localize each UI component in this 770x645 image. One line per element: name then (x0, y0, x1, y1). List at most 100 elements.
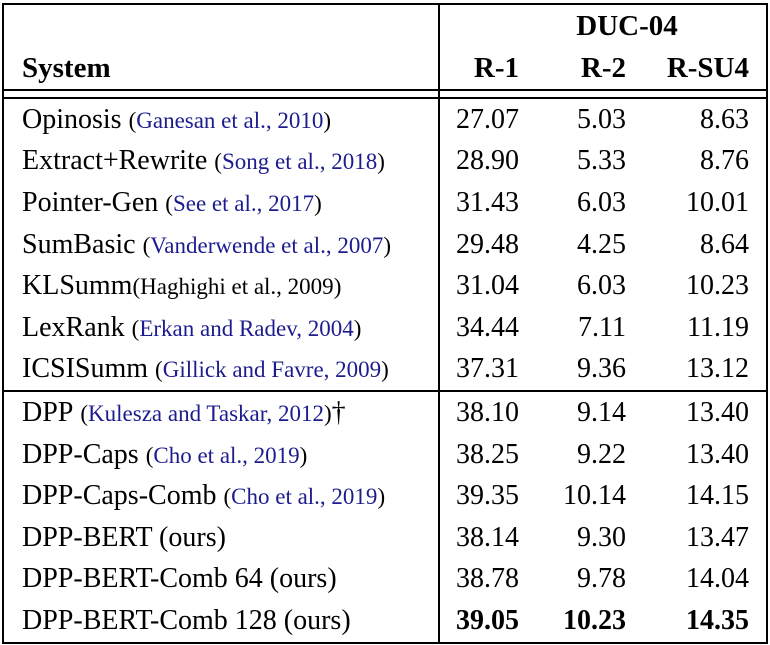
system-cell: DPPKulesza and Taskar, 2012† (3, 390, 439, 434)
system-cell: ICSISummGillick and Favre, 2009 (3, 349, 439, 392)
column-header-system: System (22, 51, 111, 84)
system-cell: SumBasic Vanderwende et al., 2007 (3, 224, 439, 266)
citation-link[interactable]: Cho et al., 2019 (146, 443, 308, 468)
r1-value: 29.48 (438, 223, 530, 266)
rsu4-value: 13.12 (686, 353, 749, 385)
system-name: KLSumm (22, 270, 133, 302)
system-name: DPP-BERT-Comb 128 (ours) (22, 604, 351, 636)
r2-value: 9.30 (577, 521, 626, 553)
r2-value: 9.36 (577, 353, 626, 385)
table-row-dpp-bert-comb-64: DPP-BERT-Comb 64 (ours) 38.78 9.78 14.04 (3, 558, 767, 601)
column-header-r1: R-1 (438, 47, 530, 90)
rsu4-value: 13.40 (686, 438, 749, 470)
citation-link[interactable]: Song et al., 2018 (214, 149, 385, 174)
r2-value: 7.11 (578, 311, 626, 343)
rsu4-value: 8.63 (700, 103, 749, 135)
rsu4-value: 10.01 (686, 186, 749, 218)
system-name: DPP-Caps-Comb (22, 480, 217, 512)
r2-value: 9.78 (577, 563, 626, 595)
table-row-dpp: DPPKulesza and Taskar, 2012† 38.10 9.14 … (3, 390, 767, 434)
table-row-opinosis: OpinosisGanesan et al., 2010 27.07 5.03 … (3, 98, 767, 141)
table-row-dpp-bert-comb-128: DPP-BERT-Comb 128 (ours) 39.05 10.23 14.… (3, 600, 767, 643)
r2-value: 4.25 (577, 228, 626, 260)
r1-value: 38.10 (438, 390, 530, 434)
r1-value: 34.44 (438, 306, 530, 349)
table-body: OpinosisGanesan et al., 2010 27.07 5.03 … (3, 98, 767, 643)
system-cell: DPP-BERT-Comb 64 (ours) (3, 559, 439, 601)
rsu4-value: 8.64 (700, 228, 749, 260)
dagger-mark: † (331, 396, 346, 428)
double-rule (3, 89, 767, 99)
r1-value: 31.04 (438, 265, 530, 307)
r2-value: 9.22 (577, 438, 626, 470)
system-name: ICSISumm (22, 353, 149, 385)
citation-link[interactable]: Vanderwende et al., 2007 (143, 233, 391, 258)
system-cell: DPP-BERT-Comb 128 (ours) (3, 600, 439, 643)
system-cell: DPP-Caps Cho et al., 2019 (3, 434, 439, 476)
rsu4-value: 13.47 (686, 521, 749, 553)
citation-plain: Haghighi et al., 2009 (132, 274, 341, 299)
citation-link[interactable]: Kulesza and Taskar, 2012 (80, 401, 331, 426)
table-row-dpp-caps: DPP-Caps Cho et al., 2019 38.25 9.22 13.4… (3, 433, 767, 476)
r1-value: 28.90 (438, 140, 530, 183)
header-spacer (3, 4, 439, 47)
r2-value: 6.03 (577, 270, 626, 302)
rsu4-value: 11.19 (687, 311, 749, 343)
system-name: DPP-BERT (ours) (22, 521, 226, 553)
r1-value: 38.78 (438, 558, 530, 601)
citation-link[interactable]: Cho et al., 2019 (223, 484, 385, 509)
column-header-r2: R-2 (580, 51, 626, 84)
r2-value: 5.03 (577, 103, 626, 135)
table-row-klsumm: KLSummHaghighi et al., 2009 31.04 6.03 1… (3, 265, 767, 307)
system-cell: Pointer-GenSee et al., 2017 (3, 182, 439, 224)
r2-value: 10.23 (563, 604, 626, 636)
citation-link[interactable]: See et al., 2017 (165, 191, 322, 216)
system-name: Opinosis (22, 103, 122, 135)
results-table: DUC-04 System R-1 R-2 R-SU4 Opinosis Gane… (2, 3, 768, 644)
table-row-icsisumm: ICSISummGillick and Favre, 2009 37.31 9.… (3, 348, 767, 392)
system-name: Pointer-Gen (22, 186, 159, 218)
r1-value: 39.35 (438, 475, 530, 517)
r1-value: 38.14 (438, 516, 530, 559)
r1-value: 31.43 (438, 182, 530, 224)
rsu4-value: 14.04 (686, 563, 749, 595)
r1-value: 38.25 (438, 433, 530, 476)
rsu4-value: 8.76 (700, 145, 749, 177)
table-header: DUC-04 System R-1 R-2 R-SU4 (3, 4, 767, 99)
system-name: DPP-BERT-Comb 64 (ours) (22, 563, 337, 595)
table-row-extract-rewrite: Extract+RewriteSong et al., 2018 28.90 5… (3, 140, 767, 183)
column-header-rsu4: R-SU4 (666, 51, 749, 84)
r1-value: 27.07 (438, 98, 530, 141)
rsu4-value: 14.15 (686, 480, 749, 512)
system-cell: LexRank Erkan and Radev, 2004 (3, 307, 439, 349)
system-name: DPP-Caps (22, 438, 139, 470)
system-cell: DPP-Caps-CombCho et al., 2019 (3, 475, 439, 517)
rsu4-value: 10.23 (686, 270, 749, 302)
system-name: SumBasic (22, 228, 136, 260)
system-name: DPP (22, 396, 74, 428)
table-row-dpp-caps-comb: DPP-Caps-CombCho et al., 2019 39.35 10.1… (3, 475, 767, 517)
r2-value: 5.33 (577, 145, 626, 177)
table-row-dpp-bert: DPP-BERT (ours) 38.14 9.30 13.47 (3, 516, 767, 559)
r2-value: 9.14 (530, 390, 635, 434)
citation-link[interactable]: Ganesan et al., 2010 (129, 108, 331, 133)
rsu4-value: 13.40 (635, 390, 767, 434)
dataset-header-row: DUC-04 (3, 4, 767, 47)
system-cell: DPP-BERT (ours) (3, 517, 439, 559)
rsu4-value: 14.35 (686, 604, 749, 636)
dataset-name-header: DUC-04 (438, 4, 767, 47)
r1-value: 39.05 (438, 600, 530, 643)
system-cell: Opinosis Ganesan et al., 2010 (3, 98, 439, 141)
r1-value: 37.31 (438, 348, 530, 392)
citation-link[interactable]: Gillick and Favre, 2009 (155, 357, 389, 382)
table-row-lexrank: LexRankErkan and Radev, 2004 34.44 7.11 … (3, 306, 767, 349)
table-row-pointer-gen: Pointer-GenSee et al., 2017 31.43 6.03 1… (3, 182, 767, 224)
column-header-row: System R-1 R-2 R-SU4 (3, 47, 767, 90)
citation-link[interactable]: Erkan and Radev, 2004 (132, 316, 362, 341)
r2-value: 10.14 (563, 480, 626, 512)
r2-value: 6.03 (577, 186, 626, 218)
system-name: Extract+Rewrite (22, 145, 208, 177)
system-cell: Extract+RewriteSong et al., 2018 (3, 141, 439, 183)
system-cell: KLSummHaghighi et al., 2009 (3, 265, 439, 307)
system-name: LexRank (22, 311, 125, 343)
